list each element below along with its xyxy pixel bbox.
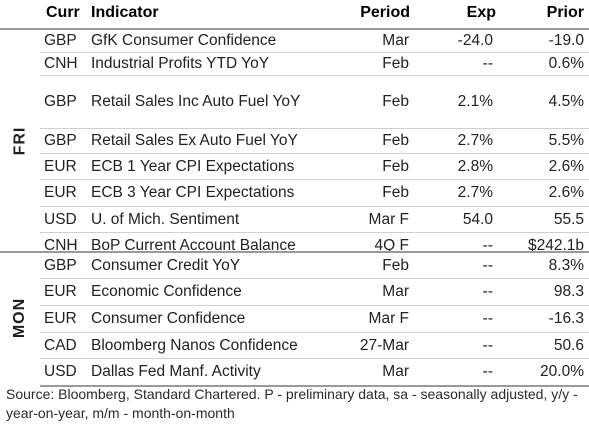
cell-period: Mar [382,283,409,300]
table-row: CAD Bloomberg Nanos Confidence 27-Mar --… [40,333,589,359]
table-row: USD U. of Mich. Sentiment Mar F 54.0 55.… [40,207,589,233]
cell-indicator: Consumer Confidence [91,310,246,327]
cell-indicator: ECB 3 Year CPI Expectations [91,184,295,201]
cell-prior: 8.3% [548,256,584,274]
cell-prior: 98.3 [553,283,584,300]
cell-curr: EUR [44,157,77,175]
cell-indicator: Dallas Fed Manf. Activity [91,363,261,380]
cell-exp: 2.7% [457,184,493,201]
cell-prior: 0.6% [548,55,584,72]
cell-exp: 2.1% [457,93,493,110]
cell-exp: -24.0 [457,32,493,49]
header-exp: Exp [466,4,496,21]
cell-prior: 20.0% [540,363,584,380]
cell-curr: GBP [44,93,77,110]
cell-curr: USD [44,210,77,228]
cell-curr: EUR [44,310,77,327]
header-prior: Prior [546,4,584,21]
table-header: Curr Indicator Period Exp Prior [0,0,589,30]
cell-period: Feb [382,55,409,72]
cell-exp: -- [482,363,493,380]
cell-curr: CAD [44,336,77,354]
cell-curr: EUR [44,283,77,300]
cell-indicator: Bloomberg Nanos Confidence [91,336,298,354]
cell-curr: GBP [44,132,77,149]
cell-prior: 2.6% [548,184,584,201]
cell-prior: $242.1b [527,236,584,254]
cell-prior: 4.5% [548,93,584,110]
group-rows-mon: GBP Consumer Credit YoY Feb -- 8.3% EUR … [40,253,589,387]
cell-indicator: U. of Mich. Sentiment [91,210,240,228]
cell-period: Feb [382,256,409,274]
cell-prior: 5.5% [548,132,584,149]
table-row: GBP GfK Consumer Confidence Mar -24.0 -1… [40,30,589,53]
cell-exp: -- [482,55,493,72]
cell-period: 4Q F [374,236,409,254]
table-row: CNH Industrial Profits YTD YoY Feb -- 0.… [40,53,589,76]
table-row: USD Dallas Fed Manf. Activity Mar -- 20.… [40,359,589,387]
cell-prior: 55.5 [553,210,584,228]
table-row: GBP Retail Sales Inc Auto Fuel YoY Feb 2… [40,76,589,129]
cell-period: Feb [382,157,409,175]
group-label-text: FRI [11,126,28,155]
group-rows-fri: GBP GfK Consumer Confidence Mar -24.0 -1… [40,30,589,258]
table-row: GBP Retail Sales Ex Auto Fuel YoY Feb 2.… [40,129,589,154]
table-row: EUR ECB 1 Year CPI Expectations Feb 2.8%… [40,154,589,180]
table-row: EUR Economic Confidence Mar -- 98.3 [40,279,589,306]
cell-prior: 50.6 [553,336,584,354]
cell-indicator: BoP Current Account Balance [91,236,296,254]
cell-indicator: Consumer Credit YoY [91,256,241,274]
table-row: EUR ECB 3 Year CPI Expectations Feb 2.7%… [40,180,589,207]
cell-exp: 2.8% [457,157,493,175]
cell-exp: -- [482,236,493,254]
table-row: CNH BoP Current Account Balance 4Q F -- … [40,233,589,258]
group-separator [0,251,589,253]
cell-prior: -19.0 [548,32,584,49]
cell-exp: -- [482,256,493,274]
cell-curr: USD [44,363,77,380]
cell-period: Feb [382,132,409,149]
cell-indicator: Retail Sales Ex Auto Fuel YoY [91,132,298,149]
cell-curr: GBP [44,256,77,274]
cell-period: 27-Mar [359,336,409,354]
group-label-fri: FRI [0,30,40,251]
cell-period: Feb [382,184,409,201]
cell-curr: GBP [44,32,77,49]
cell-exp: 2.7% [457,132,493,149]
cell-curr: CNH [44,236,78,254]
header-indicator: Indicator [91,4,159,21]
cell-exp: -- [482,283,493,300]
cell-indicator: GfK Consumer Confidence [91,32,277,49]
cell-prior: 2.6% [548,157,584,175]
cell-indicator: ECB 1 Year CPI Expectations [91,157,295,175]
cell-period: Feb [382,93,409,110]
cell-exp: -- [482,336,493,354]
cell-prior: -16.3 [548,310,584,327]
cell-period: Mar [382,363,409,380]
cell-indicator: Economic Confidence [91,283,242,300]
header-curr: Curr [46,4,80,21]
group-label-text: MON [11,297,29,338]
source-footnote: Source: Bloomberg, Standard Chartered. P… [6,386,578,421]
cell-period: Mar F [368,210,409,228]
group-label-mon: MON [0,253,40,382]
header-period: Period [360,4,410,21]
table-row: EUR Consumer Confidence Mar F -- -16.3 [40,306,589,333]
cell-indicator: Retail Sales Inc Auto Fuel YoY [91,93,301,110]
table-row: GBP Consumer Credit YoY Feb -- 8.3% [40,253,589,279]
cell-indicator: Industrial Profits YTD YoY [91,55,270,72]
cell-curr: EUR [44,184,77,201]
cell-period: Mar F [368,310,409,327]
cell-exp: -- [482,310,493,327]
cell-curr: CNH [44,55,78,72]
cell-period: Mar [382,32,409,49]
cell-exp: 54.0 [462,210,493,228]
